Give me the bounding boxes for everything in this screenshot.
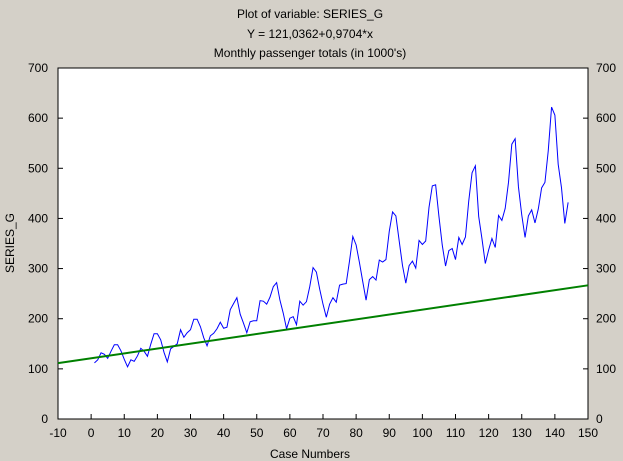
x-tick-label: 30	[184, 426, 198, 440]
regression-line	[57, 284, 589, 365]
x-tick-label: 110	[446, 426, 465, 440]
series-group	[57, 106, 589, 369]
x-tick-label: 10	[118, 426, 132, 440]
y-tick-label-right: 0	[596, 412, 603, 426]
y-axis-label: SERIES_G	[3, 213, 17, 273]
y-tick-label-left: 400	[28, 211, 48, 225]
x-tick-label: 90	[383, 426, 397, 440]
y-tick-label-left: 600	[28, 111, 48, 125]
y-tick-label-right: 500	[596, 161, 616, 175]
x-tick-label: 130	[512, 426, 532, 440]
x-tick-label: -10	[49, 426, 67, 440]
y-tick-label-right: 700	[596, 61, 616, 75]
plot-area	[57, 67, 589, 420]
y-tick-label-left: 100	[28, 362, 48, 376]
x-tick-label: 100	[412, 426, 432, 440]
y-tick-label-right: 300	[596, 262, 616, 276]
y-tick-label-right: 600	[596, 111, 616, 125]
axis-ticks: -10 0 10 20 30 40 50 60 70 80 90 100 110 120 130 140 150…	[28, 61, 616, 440]
y-tick-label-right: 200	[596, 312, 616, 326]
y-tick-label-right: 100	[596, 362, 616, 376]
chart-subtitle: Y = 121,0362+0,9704*x	[247, 27, 373, 41]
x-tick-label: 80	[349, 426, 363, 440]
y-tick-label-right: 400	[596, 211, 616, 225]
chart-subtitle-2: Monthly passenger totals (in 1000's)	[214, 46, 406, 60]
y-tick-label-left: 300	[28, 262, 48, 276]
y-tick-label-left: 700	[28, 61, 48, 75]
chart-title: Plot of variable: SERIES_G	[237, 7, 383, 21]
x-tick-label: 70	[316, 426, 330, 440]
x-tick-label: 20	[151, 426, 165, 440]
x-axis-label: Case Numbers	[270, 447, 350, 461]
x-tick-label: 0	[88, 426, 95, 440]
x-tick-label: 40	[217, 426, 231, 440]
x-tick-label: 50	[250, 426, 264, 440]
y-tick-label-left: 500	[28, 161, 48, 175]
x-tick-label: 140	[545, 426, 565, 440]
x-tick-label: 60	[283, 426, 297, 440]
y-tick-label-left: 200	[28, 312, 48, 326]
y-tick-label-left: 0	[41, 412, 48, 426]
x-tick-label: 150	[578, 426, 598, 440]
x-tick-label: 120	[479, 426, 499, 440]
